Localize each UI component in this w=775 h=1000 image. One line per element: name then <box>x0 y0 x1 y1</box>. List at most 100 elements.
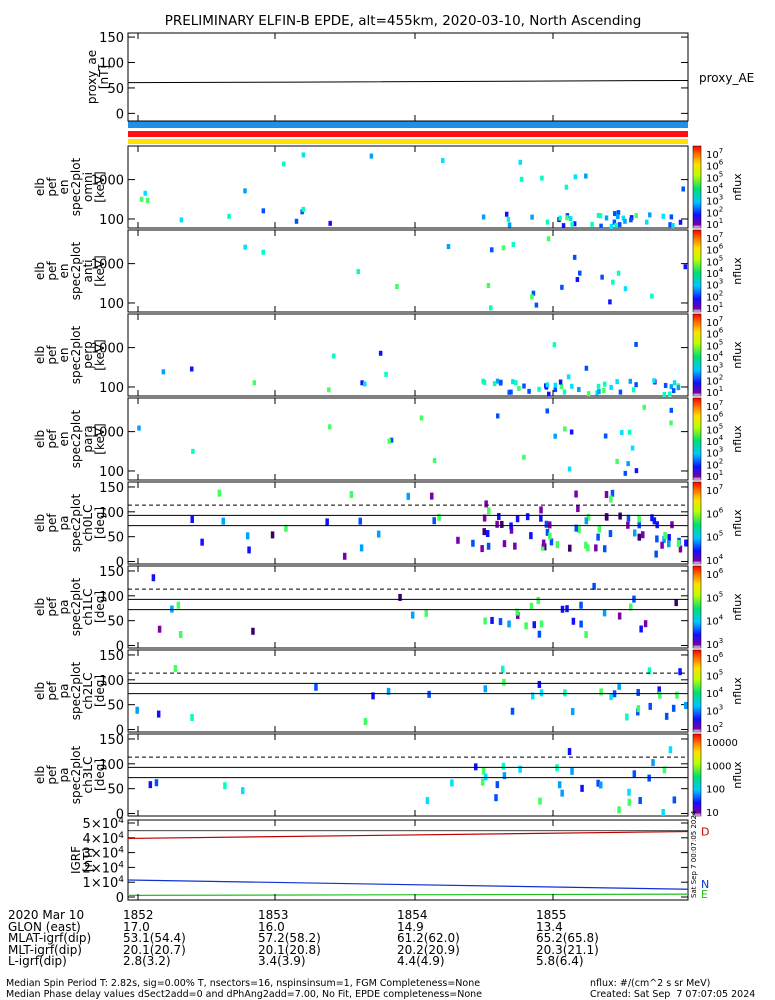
flux-pixel <box>410 611 415 619</box>
ylabel-line: elb <box>33 766 47 784</box>
flux-pixel <box>502 772 507 780</box>
xaxis-cell: 53.1(54.4) <box>123 931 186 945</box>
flux-pixel <box>524 622 528 630</box>
flux-pixel <box>579 620 583 628</box>
flux-pixel <box>667 391 672 397</box>
colorbar-tick-label: 102 <box>706 721 723 735</box>
ytick-label: 100 <box>99 506 124 521</box>
flux-pixel <box>569 429 574 435</box>
flux-pixel <box>637 515 641 523</box>
flux-pixel <box>437 513 441 521</box>
flux-pixel <box>539 689 544 697</box>
flux-pixel <box>623 470 628 476</box>
flux-pixel <box>639 625 643 633</box>
igrf-side-label: E <box>701 888 708 901</box>
ylabel-line: proxy_ae <box>85 50 99 104</box>
flux-pixel <box>630 445 635 451</box>
flux-pixel <box>676 385 681 391</box>
ylabel-line: pef <box>45 429 59 449</box>
flux-pixel <box>173 665 178 673</box>
flux-pixel <box>502 540 507 548</box>
flux-pixel <box>616 210 621 216</box>
proxy-ae-line <box>127 79 689 84</box>
flux-pixel <box>509 526 514 534</box>
xaxis-cell: 1853 <box>258 908 289 922</box>
ylabel-line: en <box>57 180 71 195</box>
colorbar <box>692 481 702 565</box>
colorbar-tick-label: 104 <box>706 266 724 280</box>
colorbar-tick-label: 103 <box>706 278 723 292</box>
flux-pixel <box>398 593 402 601</box>
flux-pixel <box>314 683 318 691</box>
flux-pixel <box>631 387 636 393</box>
flux-pixel <box>584 173 588 179</box>
colorbar-label: nflux <box>731 257 744 285</box>
flux-pixel <box>386 687 391 695</box>
flux-pixel <box>221 517 225 525</box>
panel-ch1LC: elbpefpaspec2plotch1LC[deg]1501005001061… <box>33 565 744 655</box>
flux-pixel <box>483 685 488 693</box>
panels: proxy_ae[nT]150100500proxy_AEelbpefenspe… <box>33 31 754 906</box>
proxy-ae-right-label: proxy_AE <box>699 71 754 85</box>
flux-pixel <box>534 302 539 308</box>
flux-pixel <box>634 213 638 219</box>
flux-pixel <box>609 223 614 229</box>
flux-pixel <box>608 530 613 538</box>
flux-pixel <box>507 620 511 628</box>
flux-pixel <box>376 530 381 538</box>
flux-pixel <box>651 759 655 767</box>
flux-pixel <box>328 220 332 226</box>
ytick-label: 1000 <box>91 258 124 273</box>
xaxis-cell: 20.2(20.9) <box>397 942 460 957</box>
flux-pixel <box>522 454 526 460</box>
panel-frame <box>127 229 689 313</box>
flux-pixel <box>506 216 511 222</box>
flux-pixel <box>574 524 578 532</box>
xaxis-cell: 65.2(65.8) <box>536 931 599 945</box>
flux-pixel <box>284 524 288 532</box>
ytick-label: 0 <box>116 556 124 571</box>
ylabel-line: en <box>57 432 71 447</box>
panel-frame <box>127 313 689 397</box>
flux-pixel <box>668 746 673 754</box>
ytick-label: 0 <box>116 640 124 655</box>
flux-pixel <box>191 448 195 454</box>
flux-pixel <box>596 383 601 389</box>
ylabel-line: ch1LC <box>81 589 95 626</box>
colorbar-tick-label: 104 <box>706 350 724 364</box>
ytick-label: 5×104 <box>83 816 125 832</box>
panel-para: elbpefenspec2plotpara[keV]10001001071061… <box>33 397 744 483</box>
colorbar-tick-label: 103 <box>706 704 723 718</box>
flux-pixel <box>145 197 150 203</box>
ylabel-line: [keV] <box>93 423 107 454</box>
flux-pixel <box>507 222 512 228</box>
flux-pixel <box>609 693 613 701</box>
flux-pixel <box>572 221 577 227</box>
plot-title: PRELIMINARY ELFIN-B EPDE, alt=455km, 202… <box>165 13 642 29</box>
ytick-label: 100 <box>99 381 124 396</box>
flux-pixel <box>384 371 388 377</box>
flux-pixel <box>545 382 550 388</box>
flux-pixel <box>654 550 658 558</box>
colorbar-tick-label: 105 <box>706 338 723 352</box>
ylabel-line: spec2plot <box>69 745 83 804</box>
flux-pixel <box>617 806 621 814</box>
flux-pixel <box>609 384 613 390</box>
colorbar-tick-label: 107 <box>706 483 723 497</box>
flux-pixel <box>626 461 630 467</box>
flux-pixel <box>378 350 383 356</box>
flux-pixel <box>664 712 669 720</box>
flux-pixel <box>484 500 488 508</box>
ylabel-line: elb <box>33 682 47 700</box>
flux-pixel <box>200 538 204 546</box>
colorbar-tick-label: 1000 <box>706 761 731 772</box>
flux-pixel <box>301 206 306 212</box>
ytick-label: 1000 <box>91 174 124 189</box>
flux-pixel <box>675 691 679 699</box>
flux-pixel <box>430 492 434 500</box>
flux-pixel <box>600 274 604 280</box>
ytick-label: 50 <box>107 615 124 630</box>
ylabel-line: spec2plot <box>69 577 83 636</box>
flux-pixel <box>650 293 654 299</box>
colorbar-tick-label: 102 <box>706 205 723 219</box>
